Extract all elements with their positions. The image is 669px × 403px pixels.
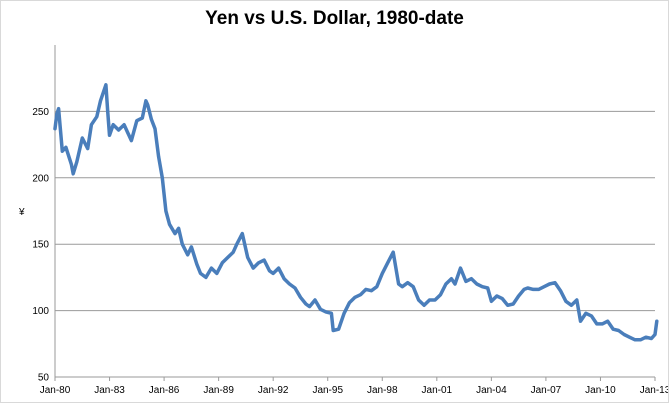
x-tick-label: Jan-13 — [640, 385, 668, 396]
x-tick-label: Jan-01 — [422, 385, 453, 396]
x-tick-label: Jan-83 — [94, 385, 125, 396]
y-tick-labels: 50 100 150 200 250 — [32, 107, 49, 384]
y-tick-label: 50 — [38, 373, 50, 384]
y-tick-label: 100 — [32, 306, 49, 317]
chart-title: Yen vs U.S. Dollar, 1980-date — [205, 8, 464, 29]
y-tick-label: 200 — [32, 173, 49, 184]
x-tick-label: Jan-86 — [149, 385, 180, 396]
x-tick-label: Jan-89 — [203, 385, 234, 396]
y-tick-label: 150 — [32, 240, 49, 251]
series-line — [53, 83, 659, 342]
gridlines — [55, 110, 655, 312]
x-tick-label: Jan-04 — [476, 385, 507, 396]
x-tick-label: Jan-10 — [585, 385, 616, 396]
x-tick-labels: Jan-80 Jan-83 Jan-86 Jan-89 Jan-92 Jan-95 Jan-… — [40, 377, 668, 396]
y-axis-label: ¥ — [18, 207, 25, 218]
y-tick-label: 250 — [32, 107, 49, 118]
x-tick-label: Jan-92 — [258, 385, 289, 396]
x-tick-label: Jan-95 — [312, 385, 343, 396]
x-tick-label: Jan-80 — [40, 385, 71, 396]
x-tick-label: Jan-07 — [531, 385, 562, 396]
x-tick-label: Jan-98 — [367, 385, 398, 396]
